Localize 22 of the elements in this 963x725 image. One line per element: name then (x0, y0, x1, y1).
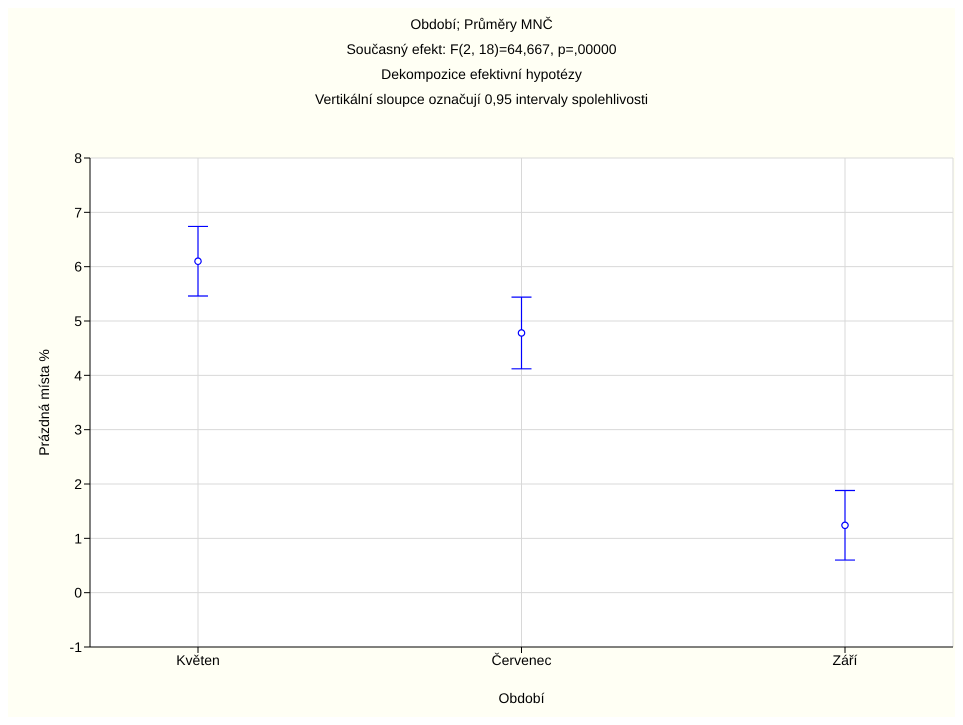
y-tick-label: 7 (74, 204, 82, 220)
y-tick-label: 8 (74, 150, 82, 166)
point (841, 521, 849, 530)
x-tick-label: Květen (176, 652, 220, 668)
point (518, 329, 526, 337)
y-tick-label: 0 (74, 584, 82, 601)
text: Současný efekt: F(2, 18)=64,667, p=,00000 (345, 40, 618, 59)
point (194, 257, 202, 266)
text: Vertikální sloupce označují 0,95 intervaly spolehlivosti (314, 90, 650, 109)
y-tick-label: 4 (74, 367, 82, 384)
text: Dekompozice efektivní hypotézy (380, 65, 583, 84)
y-tick-label: 6 (74, 258, 82, 275)
y-tick-label: -1 (70, 638, 82, 655)
chart-title: Období; Průměry MNČ (409, 15, 554, 34)
y-tick-label: 1 (74, 530, 82, 546)
x-axis-title: Období (498, 690, 545, 706)
y-tick-label: 2 (74, 476, 82, 492)
y-tick-label: 5 (74, 312, 82, 329)
x-tick-label: Září (832, 652, 858, 668)
y-axis-title: Prázdná místa % (36, 349, 52, 456)
x-tick-label: Červenec (492, 652, 552, 668)
y-tick-label: 3 (74, 422, 82, 438)
